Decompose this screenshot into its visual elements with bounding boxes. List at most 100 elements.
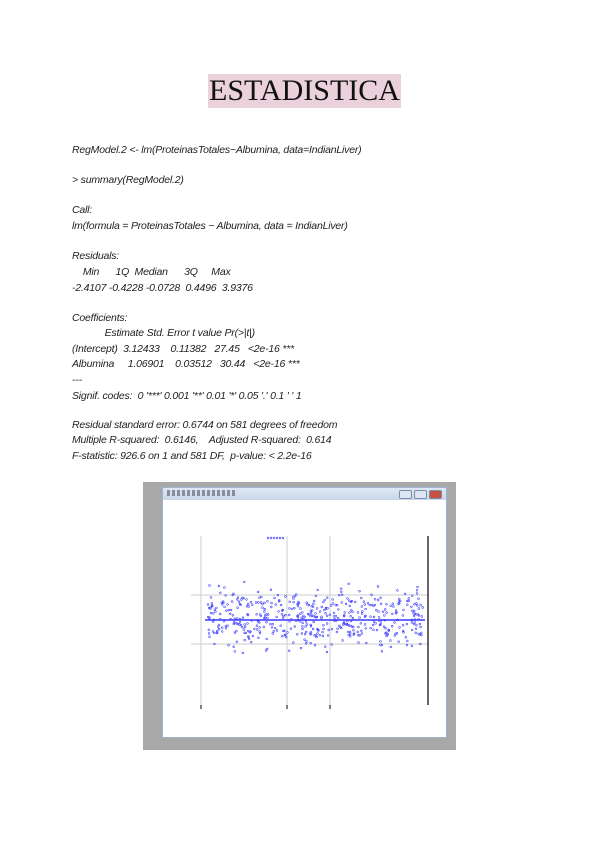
data-point — [248, 631, 252, 634]
data-point — [363, 623, 367, 626]
data-point — [389, 639, 392, 642]
data-point — [227, 644, 230, 647]
data-point — [309, 631, 313, 634]
data-point — [371, 603, 374, 607]
data-point — [272, 536, 276, 540]
data-point — [393, 621, 396, 624]
data-point — [257, 601, 260, 604]
data-point — [417, 607, 421, 610]
data-point — [247, 637, 251, 641]
data-point — [405, 622, 409, 626]
data-point — [269, 622, 272, 626]
data-point — [229, 608, 233, 612]
data-point — [369, 626, 372, 630]
data-point — [265, 637, 268, 641]
data-point — [407, 597, 411, 600]
data-point — [384, 632, 387, 635]
data-point — [340, 587, 343, 590]
data-point — [275, 615, 278, 619]
data-point — [309, 623, 312, 627]
data-point — [273, 596, 276, 600]
data-point — [301, 611, 304, 614]
data-point — [263, 607, 267, 611]
data-point — [262, 625, 266, 629]
data-point — [230, 600, 234, 603]
data-point — [292, 595, 295, 599]
data-point — [281, 536, 285, 540]
data-point — [420, 615, 423, 618]
data-point — [328, 613, 332, 617]
output-line: Min 1Q Median 3Q Max — [72, 266, 231, 278]
data-point — [361, 610, 364, 613]
data-point — [320, 615, 323, 619]
data-point — [224, 624, 228, 628]
data-point — [242, 597, 245, 600]
data-point — [215, 606, 218, 610]
output-line: Estimate Std. Error t value Pr(>|t|) — [72, 327, 255, 339]
data-point — [410, 628, 414, 632]
data-point — [256, 590, 260, 594]
data-point — [414, 627, 418, 631]
data-point — [233, 631, 237, 634]
data-point — [352, 625, 355, 629]
data-point — [379, 596, 382, 600]
data-point — [246, 622, 249, 625]
data-point — [316, 632, 319, 635]
data-point — [330, 628, 334, 631]
data-point — [417, 614, 421, 617]
data-point — [406, 599, 409, 603]
data-point — [397, 640, 400, 643]
data-point — [347, 634, 350, 637]
data-point — [405, 643, 409, 647]
data-point — [373, 598, 377, 601]
data-point — [293, 594, 297, 598]
data-point — [270, 605, 273, 609]
data-point — [350, 609, 353, 612]
data-point — [385, 611, 388, 614]
data-point — [359, 622, 363, 625]
data-point — [414, 631, 417, 635]
data-point — [300, 632, 304, 635]
data-point — [338, 624, 341, 628]
data-point — [415, 592, 419, 595]
data-point — [311, 627, 315, 631]
data-point — [326, 634, 330, 637]
data-point — [354, 600, 357, 604]
data-point — [366, 602, 370, 605]
data-point — [287, 613, 291, 617]
data-point — [421, 606, 424, 609]
data-point — [296, 633, 299, 636]
data-point — [356, 611, 360, 614]
data-point — [346, 622, 349, 626]
graphics-window — [162, 487, 447, 738]
data-point — [338, 593, 341, 597]
data-point — [332, 611, 336, 615]
data-point — [307, 603, 311, 607]
data-point — [269, 588, 273, 592]
data-point — [217, 584, 221, 588]
output-line: --- — [72, 374, 82, 386]
data-point — [278, 599, 281, 602]
data-point — [263, 601, 266, 605]
data-point — [335, 603, 339, 607]
data-point — [304, 630, 308, 634]
data-point — [348, 611, 351, 614]
data-point — [266, 616, 269, 620]
data-point — [272, 630, 275, 633]
data-point — [379, 640, 382, 643]
data-point — [223, 586, 226, 589]
data-point — [364, 627, 368, 630]
data-point — [358, 634, 361, 637]
data-point — [243, 639, 246, 642]
data-point — [326, 596, 329, 599]
data-point — [287, 649, 291, 653]
data-point — [415, 624, 418, 627]
data-point — [412, 622, 416, 626]
data-point — [237, 600, 241, 603]
data-point — [213, 642, 216, 646]
data-point — [264, 649, 268, 652]
data-point — [398, 602, 401, 605]
data-point — [395, 611, 398, 614]
data-point — [322, 600, 325, 604]
data-point — [357, 634, 360, 637]
